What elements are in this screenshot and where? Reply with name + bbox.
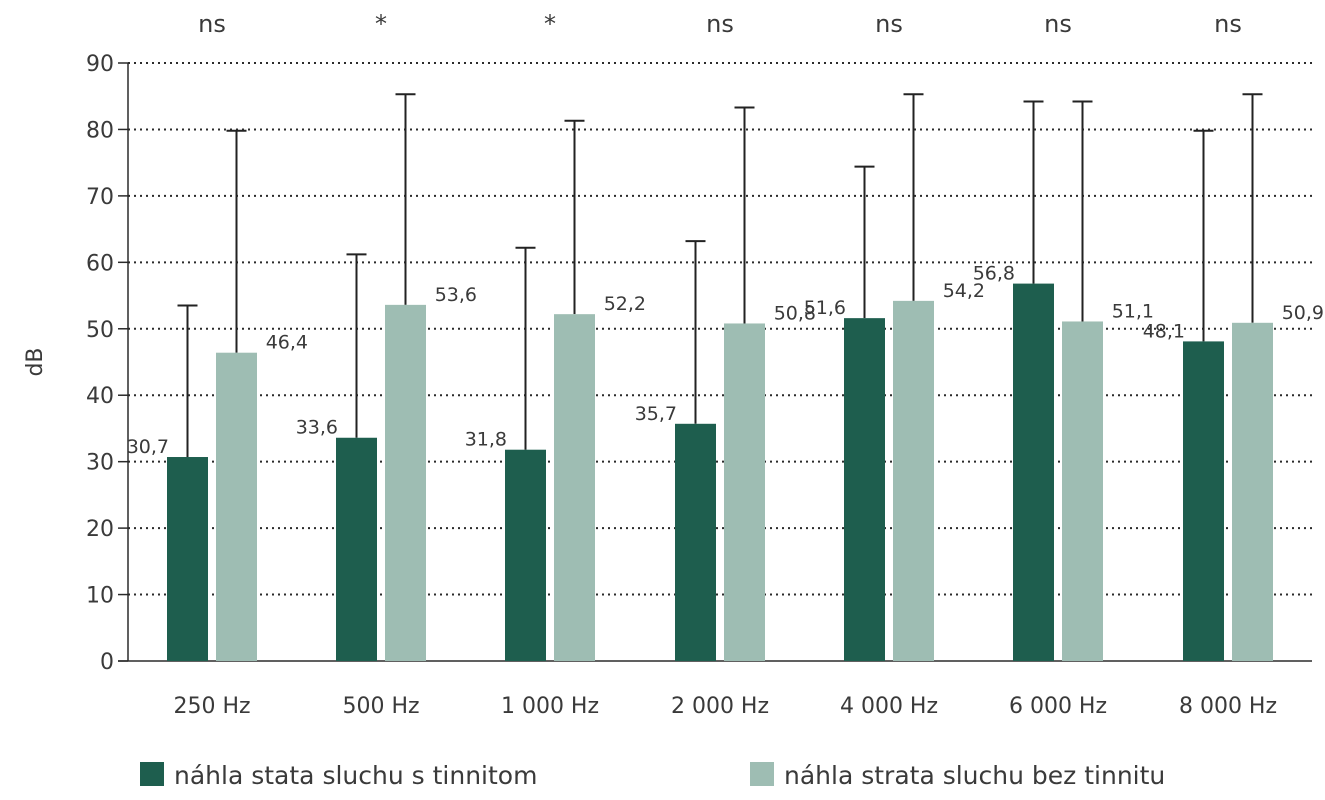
bar-s-tinnitom: [167, 457, 208, 661]
x-axis-categories: 250 Hz 500 Hz 1 000 Hz 2 000 Hz 4 000 Hz 6 00…: [173, 694, 1277, 719]
significance-marker: *: [375, 10, 387, 38]
value-label: 35,7: [635, 403, 677, 425]
value-label: 31,8: [465, 429, 507, 451]
y-tick-label: 30: [86, 451, 114, 476]
y-axis: 0 10 20 30 40 50 60 70 80 90: [86, 52, 1312, 675]
bar-s-tinnitom: [505, 449, 546, 661]
significance-markers: ns * * ns ns ns ns: [198, 10, 1242, 38]
significance-marker: ns: [875, 10, 903, 38]
value-label: 46,4: [266, 332, 308, 354]
bar-s-tinnitom: [1013, 283, 1054, 661]
significance-marker: ns: [198, 10, 226, 38]
bar-bez-tinnitu: [1062, 321, 1103, 661]
significance-marker: ns: [706, 10, 734, 38]
value-label: 51,6: [804, 297, 846, 319]
bar-bez-tinnitu: [1232, 322, 1273, 661]
x-tick-label: 1 000 Hz: [501, 694, 599, 719]
y-tick-label: 50: [86, 318, 114, 343]
x-tick-label: 8 000 Hz: [1179, 694, 1277, 719]
bar-bez-tinnitu: [893, 300, 934, 661]
significance-marker: ns: [1214, 10, 1242, 38]
x-tick-label: 6 000 Hz: [1009, 694, 1107, 719]
y-tick-label: 0: [100, 650, 114, 675]
significance-marker: *: [544, 10, 556, 38]
value-label: 52,2: [604, 293, 646, 315]
bar-bez-tinnitu: [216, 352, 257, 661]
x-tick-label: 250 Hz: [173, 694, 250, 719]
value-label: 50,9: [1282, 302, 1324, 324]
y-tick-label: 60: [86, 251, 114, 276]
bars: [167, 283, 1273, 661]
y-axis-label: dB: [23, 347, 48, 376]
value-label: 54,2: [943, 280, 985, 302]
value-label: 30,7: [127, 436, 169, 458]
x-tick-label: 500 Hz: [342, 694, 419, 719]
legend-swatch: [750, 762, 774, 786]
error-bars: [177, 93, 1263, 458]
x-tick-label: 2 000 Hz: [671, 694, 769, 719]
legend-label: náhla stata sluchu s tinnitom: [174, 761, 537, 790]
y-tick-label: 20: [86, 517, 114, 542]
value-label: 50,8: [774, 302, 816, 324]
value-label: 53,6: [435, 284, 477, 306]
grid-lines: [128, 62, 1312, 596]
value-label: 56,8: [973, 263, 1015, 285]
bar-s-tinnitom: [844, 318, 885, 661]
y-tick-label: 40: [86, 384, 114, 409]
y-tick-label: 70: [86, 185, 114, 210]
y-tick-label: 10: [86, 584, 114, 609]
bar-bez-tinnitu: [724, 323, 765, 661]
bar-s-tinnitom: [1183, 341, 1224, 661]
value-label: 48,1: [1143, 320, 1185, 342]
legend: náhla stata sluchu s tinnitom náhla strat…: [140, 761, 1165, 790]
x-tick-label: 4 000 Hz: [840, 694, 938, 719]
bar-s-tinnitom: [675, 423, 716, 661]
value-labels: 30,7 46,4 33,6 53,6 31,8 52,2 35,7 50,851,6 54,2…: [127, 263, 1324, 458]
value-label: 51,1: [1112, 300, 1154, 322]
value-label: 33,6: [296, 417, 338, 439]
legend-swatch: [140, 762, 164, 786]
y-tick-label: 80: [86, 118, 114, 143]
bar-bez-tinnitu: [554, 314, 595, 661]
bar-bez-tinnitu: [385, 304, 426, 661]
bar-s-tinnitom: [336, 437, 377, 661]
significance-marker: ns: [1044, 10, 1072, 38]
legend-label: náhla strata sluchu bez tinnitu: [784, 761, 1165, 790]
y-tick-label: 90: [86, 52, 114, 77]
